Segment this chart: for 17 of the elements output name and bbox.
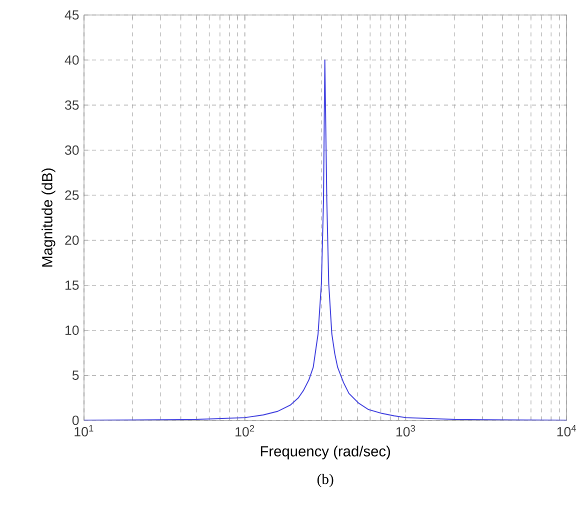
y-tick-label: 20 (65, 235, 79, 245)
x-axis-title: Frequency (rad/sec) (260, 446, 390, 460)
x-tick-label: 10$^{3}$ (396, 425, 416, 437)
y-axis-title: Magnitude (dB) (42, 168, 56, 267)
y-tick-label: 35 (64, 100, 79, 110)
x-tick-label: 10$^{2}$ (236, 425, 254, 437)
x-tick-label: 10$^{1}$ (74, 425, 94, 436)
text: (b) (317, 474, 334, 488)
y-tick-label: 0 (72, 416, 79, 426)
y-tick-label: 15 (65, 280, 79, 290)
x-tick-label: 10$^{4}$ (557, 425, 576, 436)
y-tick-label: 45 (64, 10, 79, 20)
y-tick-label: 10 (65, 326, 79, 335)
y-tick-label: 5 (72, 370, 79, 380)
y-tick-label: 30 (64, 145, 79, 155)
y-tick-label: 25 (65, 190, 79, 200)
y-tick-label: 40 (64, 55, 79, 65)
